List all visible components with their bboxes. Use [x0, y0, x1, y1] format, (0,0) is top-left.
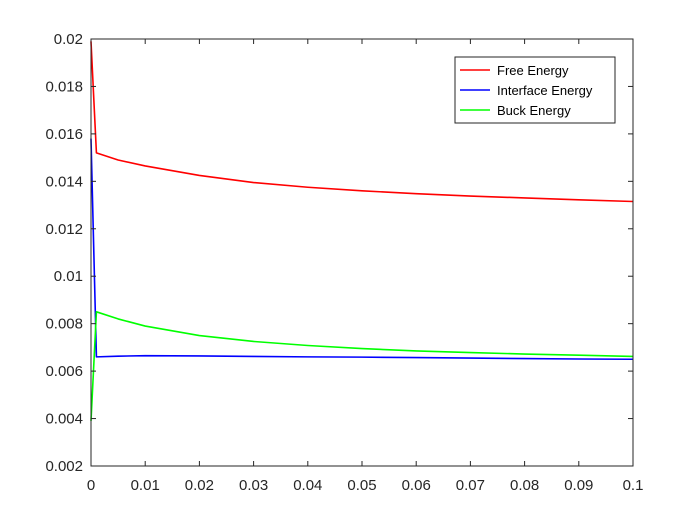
- y-tick-label: 0.016: [45, 126, 83, 143]
- legend-label-1: Free Energy: [497, 63, 569, 78]
- series-line-2: [90, 138, 634, 361]
- x-tick-label: 0.05: [347, 477, 376, 494]
- series-layer: [90, 41, 634, 421]
- x-tick-label: 0: [87, 477, 95, 494]
- legend: Free Energy Interface Energy Buck Energy: [454, 56, 616, 124]
- legend-label-2: Interface Energy: [497, 83, 593, 98]
- y-tick-label: 0.02: [54, 31, 83, 48]
- y-tick-label: 0.012: [45, 221, 83, 238]
- x-tick-label: 0.06: [402, 477, 431, 494]
- y-tick-label: 0.008: [45, 316, 83, 333]
- x-tick-label: 0.01: [131, 477, 160, 494]
- x-tick-label: 0.09: [564, 477, 593, 494]
- y-tick-label: 0.018: [45, 78, 83, 95]
- series-line-3: [90, 311, 634, 421]
- x-tick-label: 0.08: [510, 477, 539, 494]
- x-tick-label: 0.1: [623, 477, 644, 494]
- series-line-1: [90, 41, 634, 203]
- x-tick-label: 0.07: [456, 477, 485, 494]
- axes-layer: 0 0.01 0.02 0.03 0.04 0.05 0.06 0.07 0.08 0.09 0.1…: [45, 31, 643, 494]
- y-tick-label: 0.01: [54, 268, 83, 285]
- legend-label-3: Buck Energy: [497, 103, 571, 118]
- y-tick-label: 0.002: [45, 458, 83, 475]
- x-tick-label: 0.02: [185, 477, 214, 494]
- y-tick-label: 0.004: [45, 411, 83, 428]
- x-tick-label: 0.04: [293, 477, 322, 494]
- y-tick-label: 0.006: [45, 363, 83, 380]
- y-tick-label: 0.014: [45, 173, 83, 190]
- x-tick-label: 0.03: [239, 477, 268, 494]
